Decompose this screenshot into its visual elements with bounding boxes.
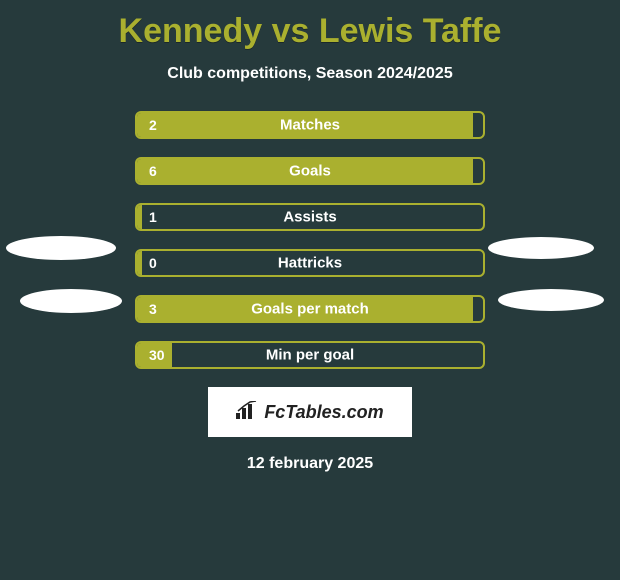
stat-label: Matches [280, 117, 340, 134]
stat-row-matches: 2 Matches [135, 111, 485, 139]
stat-value: 30 [149, 347, 165, 363]
logo-text: FcTables.com [264, 402, 383, 423]
stat-label: Assists [283, 209, 336, 226]
stat-label: Min per goal [266, 347, 354, 364]
stat-value: 3 [149, 301, 157, 317]
stat-value: 0 [149, 255, 157, 271]
stat-value: 1 [149, 209, 157, 225]
stat-row-min-per-goal: 30 Min per goal [135, 341, 485, 369]
date-label: 12 february 2025 [0, 455, 620, 473]
stat-row-goals-per-match: 3 Goals per match [135, 295, 485, 323]
stat-value: 6 [149, 163, 157, 179]
player-right-photo-1 [488, 237, 594, 259]
subtitle: Club competitions, Season 2024/2025 [0, 65, 620, 83]
comparison-panel: 2 Matches 6 Goals 1 Assists 0 Hattricks … [0, 111, 620, 473]
player-left-photo-2 [20, 289, 122, 313]
stat-fill [137, 251, 142, 275]
player-left-photo-1 [6, 236, 116, 260]
stat-fill [137, 205, 142, 229]
stat-row-assists: 1 Assists [135, 203, 485, 231]
chart-icon [236, 401, 258, 424]
stat-label: Goals [289, 163, 331, 180]
stat-label: Hattricks [278, 255, 342, 272]
stat-row-goals: 6 Goals [135, 157, 485, 185]
stat-row-hattricks: 0 Hattricks [135, 249, 485, 277]
stats-list: 2 Matches 6 Goals 1 Assists 0 Hattricks … [135, 111, 485, 369]
player-right-photo-2 [498, 289, 604, 311]
stat-label: Goals per match [251, 301, 369, 318]
page-title: Kennedy vs Lewis Taffe [0, 0, 620, 51]
source-logo: FcTables.com [208, 387, 412, 437]
stat-value: 2 [149, 117, 157, 133]
